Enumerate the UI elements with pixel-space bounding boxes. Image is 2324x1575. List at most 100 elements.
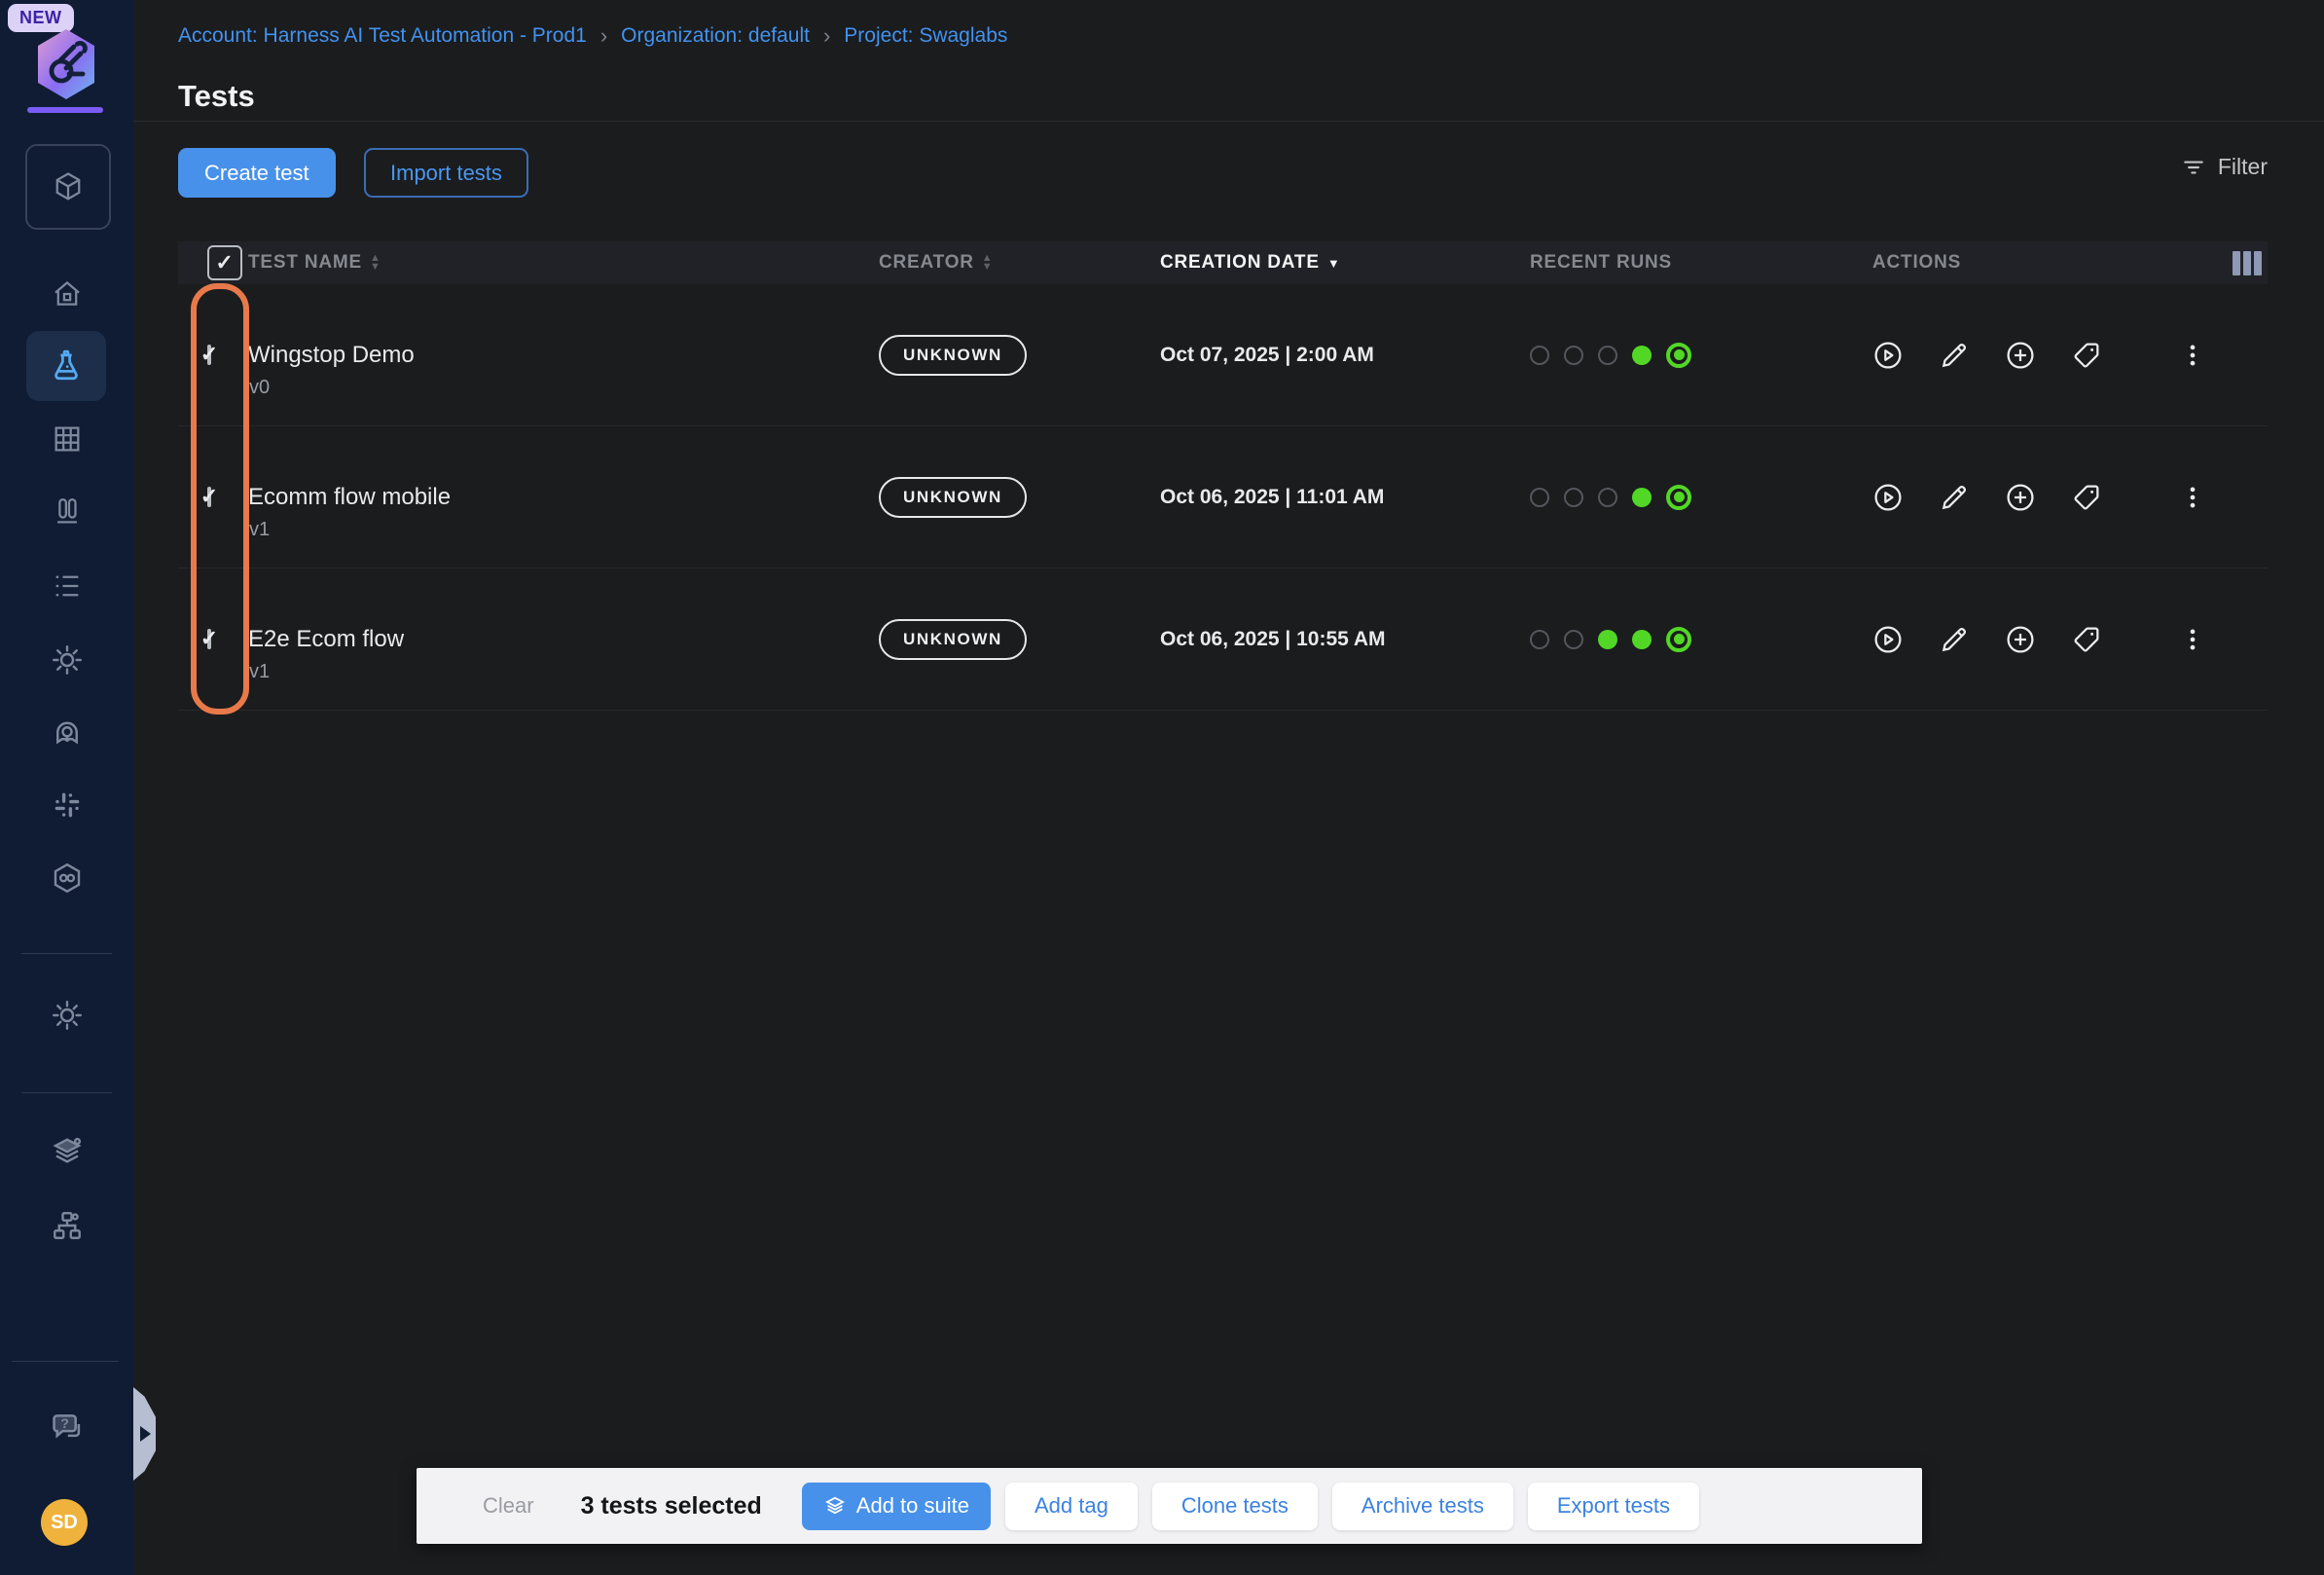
module-switcher-button[interactable] <box>25 144 111 230</box>
add-to-suite-button[interactable] <box>2005 624 2036 655</box>
sidebar-item-agent[interactable] <box>0 695 133 767</box>
select-all-checkbox[interactable] <box>207 245 242 280</box>
creator-badge: UNKNOWN <box>879 618 1027 660</box>
hierarchy-gear-icon <box>53 1212 81 1239</box>
tag-icon <box>2074 485 2099 509</box>
selection-bar: Clear 3 tests selected Add to suite Add … <box>417 1468 1922 1544</box>
layers-icon <box>824 1496 845 1515</box>
test-version: v1 <box>249 660 271 682</box>
export-tests-button[interactable]: Export tests <box>1527 1482 1699 1530</box>
edit-test-button[interactable] <box>1939 340 1970 371</box>
run-status-dot-filled <box>1598 629 1617 649</box>
run-test-button[interactable] <box>1872 340 1904 371</box>
sidebar-item-results[interactable] <box>0 475 133 547</box>
layers-gear-icon <box>52 1137 82 1163</box>
filter-label: Filter <box>2217 154 2268 179</box>
tag-icon <box>2074 343 2099 367</box>
sidebar-item-integrations[interactable] <box>0 769 133 841</box>
breadcrumb-project-link[interactable]: Project: Swaglabs <box>844 24 1008 47</box>
table-row[interactable]: E2e Ecom flow v1 UNKNOWN Oct 06, 2025 | … <box>178 568 2268 711</box>
sort-icon: ▲ ▼ <box>369 252 381 273</box>
edit-test-button[interactable] <box>1939 482 1970 513</box>
breadcrumb-account-link[interactable]: Account: Harness AI Test Automation - Pr… <box>178 24 587 47</box>
create-test-button[interactable]: Create test <box>178 148 336 198</box>
sidebar-item-home[interactable] <box>0 258 133 330</box>
sidebar-expand-handle[interactable] <box>133 1387 156 1481</box>
column-settings-icon[interactable] <box>2233 250 2262 275</box>
svg-text:?: ? <box>60 1416 69 1432</box>
run-status-dot-empty <box>1598 487 1617 507</box>
recent-runs <box>1530 626 1872 652</box>
run-status-dot-empty <box>1564 345 1583 365</box>
pencil-icon <box>1942 627 1966 651</box>
sidebar-item-suites[interactable] <box>0 1116 133 1188</box>
sidebar-item-org-structure[interactable] <box>0 1190 133 1262</box>
play-circle-icon <box>1874 483 1902 511</box>
more-options-button[interactable] <box>2178 341 2207 370</box>
kebab-menu-icon <box>2190 345 2196 365</box>
user-avatar[interactable]: SD <box>41 1499 88 1546</box>
run-status-dot-ringed <box>1666 484 1691 510</box>
table-row[interactable]: Wingstop Demo v0 UNKNOWN Oct 07, 2025 | … <box>178 284 2268 426</box>
gear-icon <box>52 645 82 675</box>
sidebar-item-pipelines[interactable] <box>0 842 133 914</box>
import-tests-button[interactable]: Import tests <box>364 148 528 198</box>
test-name[interactable]: Wingstop Demo <box>248 341 415 368</box>
column-header-creation-date[interactable]: CREATION DATE ▼ <box>1160 252 1341 273</box>
sidebar-item-grid[interactable] <box>0 403 133 475</box>
harness-ai-test-logo-icon[interactable] <box>32 27 100 106</box>
sidebar-item-settings[interactable] <box>0 624 133 696</box>
sidebar-item-project-settings[interactable] <box>0 979 133 1051</box>
gear-icon <box>52 1001 82 1030</box>
breadcrumb-separator: › <box>822 23 831 48</box>
column-header-actions: ACTIONS <box>1872 250 2268 275</box>
more-options-button[interactable] <box>2178 625 2207 654</box>
breadcrumb-org-link[interactable]: Organization: default <box>621 24 810 47</box>
column-header-creator[interactable]: CREATOR ▲ ▼ <box>879 252 994 273</box>
test-version: v0 <box>249 376 271 398</box>
sidebar-divider <box>21 953 112 954</box>
run-status-dot-empty <box>1564 487 1583 507</box>
column-header-test-name[interactable]: TEST NAME ▲ ▼ <box>248 252 381 273</box>
more-options-button[interactable] <box>2178 483 2207 512</box>
row-checkbox[interactable] <box>207 628 211 649</box>
hexagon-infinity-icon <box>54 862 80 894</box>
page-title: Tests <box>178 78 255 113</box>
run-test-button[interactable] <box>1872 482 1904 513</box>
sidebar-item-checklist[interactable] <box>0 550 133 622</box>
tag-test-button[interactable] <box>2071 624 2102 655</box>
table-row[interactable]: Ecomm flow mobile v1 UNKNOWN Oct 06, 202… <box>178 426 2268 568</box>
test-name[interactable]: E2e Ecom flow <box>248 625 405 652</box>
sidebar-item-help[interactable]: ? <box>0 1392 133 1464</box>
filter-icon <box>2184 161 2203 173</box>
tag-test-button[interactable] <box>2071 482 2102 513</box>
sort-icon: ▲ ▼ <box>981 252 994 273</box>
sidebar-divider <box>12 1361 119 1362</box>
clone-tests-button[interactable]: Clone tests <box>1151 1482 1318 1530</box>
kebab-menu-icon <box>2190 487 2196 507</box>
run-status-dot-empty <box>1564 629 1583 649</box>
add-to-suite-button[interactable] <box>2005 482 2036 513</box>
table-header-row: TEST NAME ▲▼ CREATOR ▲▼ CREATION DATE ▼ … <box>178 241 2268 284</box>
sidebar-item-tests-active[interactable] <box>26 331 106 401</box>
test-results-icon <box>56 497 77 524</box>
add-tag-button[interactable]: Add tag <box>1004 1482 1138 1530</box>
row-checkbox[interactable] <box>207 486 211 507</box>
clear-selection-button[interactable]: Clear <box>477 1492 540 1520</box>
grid-icon <box>54 426 79 452</box>
play-circle-icon <box>1874 625 1902 653</box>
edit-test-button[interactable] <box>1939 624 1970 655</box>
tag-test-button[interactable] <box>2071 340 2102 371</box>
run-test-button[interactable] <box>1872 624 1904 655</box>
plus-circle-icon <box>2007 341 2034 369</box>
add-to-suite-button[interactable] <box>2005 340 2036 371</box>
row-checkbox[interactable] <box>207 344 211 365</box>
archive-tests-button[interactable]: Archive tests <box>1331 1482 1513 1530</box>
filter-button[interactable]: Filter <box>2181 154 2268 180</box>
tests-table: TEST NAME ▲▼ CREATOR ▲▼ CREATION DATE ▼ … <box>178 241 2268 711</box>
run-status-dot-empty <box>1530 487 1549 507</box>
add-to-suite-bulk-button[interactable]: Add to suite <box>801 1482 991 1530</box>
cube-icon <box>55 172 81 201</box>
run-status-dot-empty <box>1530 629 1549 649</box>
test-name[interactable]: Ecomm flow mobile <box>248 483 452 510</box>
